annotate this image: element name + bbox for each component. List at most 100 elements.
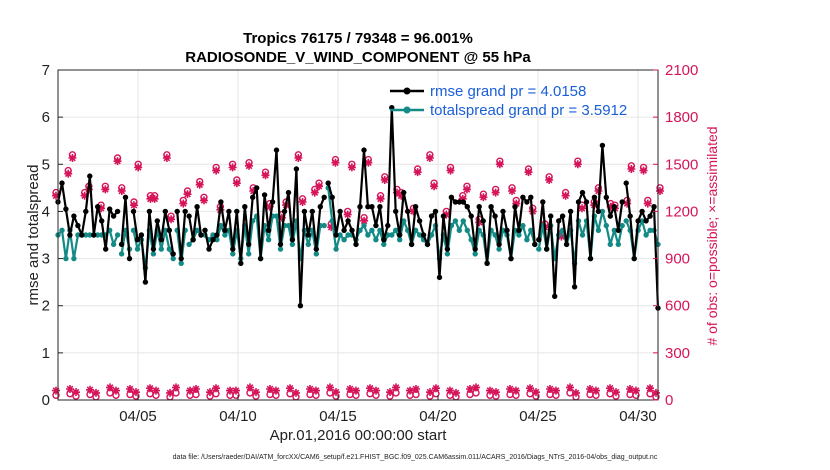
rmse-point (484, 260, 490, 266)
obs-assimilated-marker (162, 154, 171, 162)
obs-low-assimilated-marker (292, 388, 300, 397)
rmse-point (198, 232, 204, 238)
obs-low-assimilated-marker (152, 386, 160, 395)
obs-low-assimilated-marker (186, 386, 194, 395)
rmse-point (337, 208, 343, 215)
obs-assimilated-marker (97, 204, 106, 213)
rmse-line (56, 175, 119, 251)
totalspread-point (468, 237, 474, 243)
rmse-point (544, 246, 550, 252)
rmse-point (524, 199, 530, 205)
totalspread-line (188, 229, 202, 246)
x-tick-label: 04/25 (519, 408, 557, 425)
totalspread-point (166, 246, 172, 252)
obs-assimilated-marker (195, 180, 204, 189)
totalspread-point (496, 246, 502, 252)
rmse-point (361, 147, 367, 153)
rmse-point (552, 293, 558, 299)
rmse-point (428, 213, 435, 219)
obs-assimilated-marker (347, 163, 356, 172)
rmse-point (250, 194, 256, 200)
totalspread-point (87, 232, 93, 238)
obs-assimilated-marker (150, 194, 159, 203)
obs-low-assimilated-marker (406, 386, 414, 395)
obs-low-assimilated-marker (106, 383, 114, 392)
obs-assimilated-marker (524, 168, 533, 177)
obs-low-assimilated-marker (72, 388, 80, 397)
totalspread-point (619, 222, 625, 229)
obs-assimilated-marker (129, 201, 138, 210)
totalspread-point (428, 232, 435, 238)
totalspread-point (230, 251, 236, 257)
rmse-point (75, 222, 81, 229)
obs-assimilated-marker (52, 191, 60, 200)
rmse-point (508, 255, 514, 262)
rmse-point (261, 192, 268, 198)
rmse-point (190, 237, 196, 243)
x-tick-label: 04/05 (119, 408, 157, 425)
obs-low-assimilated-marker (366, 384, 374, 393)
rmse-point (234, 208, 240, 215)
right-tick-label: 1800 (665, 109, 698, 126)
obs-low-assimilated-marker (452, 388, 460, 397)
totalspread-point (492, 232, 498, 238)
rmse-point (166, 227, 172, 233)
right-tick-label: 1200 (665, 203, 698, 220)
obs-assimilated-marker (249, 187, 258, 195)
obs-assimilated-marker (479, 193, 488, 202)
right-tick-label: 0 (665, 392, 673, 409)
totalspread-point (377, 227, 383, 233)
totalspread-point (460, 218, 466, 224)
rmse-point (154, 218, 160, 224)
obs-assimilated-marker (561, 191, 570, 200)
rmse-point (611, 204, 617, 210)
totalspread-point (595, 227, 602, 233)
rmse-point (99, 218, 105, 224)
totalspread-point (218, 222, 224, 229)
rmse-point (540, 199, 546, 205)
obs-low-assimilated-marker (572, 388, 580, 397)
x-tick-label: 04/10 (219, 408, 257, 425)
obs-low-assimilated-marker (492, 388, 500, 397)
rmse-point (496, 241, 502, 248)
obs-assimilated-marker (376, 194, 385, 203)
obs-low-assimilated-marker (132, 388, 140, 397)
rmse-point (309, 208, 315, 215)
totalspread-point (59, 227, 65, 233)
rmse-line (537, 144, 624, 298)
obs-assimilated-marker (245, 161, 254, 170)
totalspread-point (313, 251, 319, 257)
rmse-point (265, 227, 272, 233)
rmse-point (571, 284, 578, 290)
obs-assimilated-marker (212, 166, 221, 175)
obs-assimilated-marker (627, 165, 636, 173)
x-tick-label: 04/20 (419, 408, 457, 425)
rmse-point (567, 208, 574, 215)
left-tick-label: 6 (42, 109, 50, 126)
legend-spread-marker (403, 106, 411, 114)
totalspread-point (83, 232, 89, 238)
chart-title-line2: RADIOSONDE_V_WIND_COMPONENT @ 55 hPa (185, 49, 531, 66)
rmse-point (242, 204, 248, 210)
right-tick-label: 300 (665, 345, 690, 362)
rmse-point (118, 241, 125, 248)
rmse-point (297, 303, 304, 309)
rmse-point (393, 208, 399, 215)
totalspread-point (528, 227, 534, 233)
obs-assimilated-marker (594, 187, 603, 195)
rmse-point (110, 213, 117, 219)
obs-low-assimilated-marker (586, 385, 594, 393)
chart-title-line1: Tropics 76175 / 79348 = 96.001% (243, 30, 473, 47)
totalspread-point (130, 227, 137, 233)
obs-low-assimilated-marker (626, 385, 634, 393)
obs-assimilated-marker (360, 216, 369, 225)
totalspread-point (265, 237, 272, 243)
obs-low-assimilated-marker (92, 388, 100, 397)
totalspread-point (289, 241, 296, 248)
obs-assimilated-marker (167, 215, 176, 224)
obs-assimilated-marker (68, 154, 77, 162)
legend-rmse-marker (403, 87, 411, 95)
obs-low-assimilated-marker (326, 383, 334, 392)
rmse-point (520, 194, 526, 200)
